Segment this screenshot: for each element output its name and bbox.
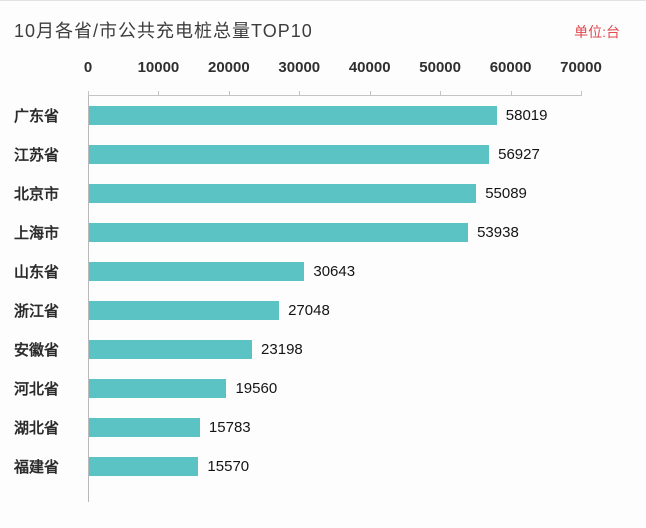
bar — [89, 457, 199, 476]
bar — [89, 223, 469, 242]
bar-row: 上海市 53938 — [14, 213, 638, 252]
category-label: 河北省 — [14, 381, 60, 398]
x-tick-label: 30000 — [278, 59, 321, 76]
x-axis-labels: 0 10000 20000 30000 40000 50000 60000 70000 — [84, 59, 602, 81]
bar-row: 江苏省 56927 — [14, 135, 638, 174]
value-label: 58019 — [505, 107, 548, 124]
x-tick-label: 20000 — [207, 59, 250, 76]
bar-row: 广东省 58019 — [14, 96, 638, 135]
unit-label: 单位:台 — [574, 24, 620, 40]
category-label: 福建省 — [14, 459, 60, 476]
bar-row: 福建省 15570 — [14, 447, 638, 486]
value-label: 56927 — [498, 146, 540, 163]
bar-row: 安徽省 23198 — [14, 330, 638, 369]
x-tick-mark — [440, 91, 442, 96]
bar-row: 山东省 30643 — [14, 252, 638, 291]
category-label: 浙江省 — [14, 303, 60, 320]
bar-track: 30643 — [88, 252, 581, 291]
x-tick-label: 40000 — [348, 59, 391, 76]
bar — [89, 340, 253, 359]
x-tick-mark — [158, 91, 160, 96]
x-tick-mark — [369, 91, 371, 96]
bar-track: 56927 — [88, 135, 581, 174]
x-tick-label: 70000 — [560, 59, 602, 76]
value-label: 27048 — [288, 302, 330, 319]
category-label: 安徽省 — [14, 342, 60, 359]
x-tick-mark — [510, 91, 512, 96]
value-label: 30643 — [313, 263, 356, 280]
bar-row: 浙江省 27048 — [14, 291, 638, 330]
x-tick-mark — [88, 91, 89, 96]
value-label: 55089 — [485, 185, 527, 202]
bar-row: 湖北省 15783 — [14, 408, 638, 447]
bar-row: 河北省 19560 — [14, 369, 638, 408]
bar — [89, 301, 280, 320]
category-label: 山东省 — [14, 264, 60, 281]
bar — [89, 145, 490, 164]
category-label: 江苏省 — [14, 147, 60, 164]
x-tick-mark — [299, 91, 301, 96]
plot-area: 广东省 58019 江苏省 56927 北京市 55089 上海市 53938 山东省 30643… — [14, 96, 638, 502]
bar-track: 15783 — [88, 408, 581, 447]
chart-title: 10月各省/市公共充电桩总量TOP10 — [14, 21, 313, 41]
x-tick-label: 50000 — [419, 59, 461, 76]
value-label: 15570 — [207, 458, 250, 475]
bar-row: 北京市 55089 — [14, 174, 638, 213]
x-tick-label: 10000 — [137, 59, 180, 76]
x-axis-line — [88, 91, 582, 96]
bar — [89, 418, 200, 437]
x-tick-mark — [228, 91, 230, 96]
bar-track: 58019 — [88, 96, 581, 135]
bar — [89, 262, 305, 281]
x-tick-label: 60000 — [489, 59, 532, 76]
bar — [89, 184, 477, 203]
bar-track: 19560 — [88, 369, 581, 408]
bar-track: 27048 — [88, 291, 581, 330]
x-tick-mark — [581, 91, 582, 96]
value-label: 53938 — [477, 224, 519, 241]
bar-track: 23198 — [88, 330, 581, 369]
bar — [89, 379, 227, 398]
bar — [89, 106, 497, 125]
bar-track: 55089 — [88, 174, 581, 213]
value-label: 23198 — [261, 341, 303, 358]
y-axis-line-tail — [88, 486, 581, 502]
category-label: 北京市 — [14, 186, 60, 203]
bar-track: 15570 — [88, 447, 581, 486]
category-label: 上海市 — [14, 225, 60, 242]
value-label: 15783 — [208, 419, 251, 436]
bar-track: 53938 — [88, 213, 581, 252]
category-label: 广东省 — [14, 108, 60, 125]
x-tick-label: 0 — [83, 59, 93, 76]
value-label: 19560 — [235, 380, 278, 397]
category-label: 湖北省 — [14, 420, 60, 437]
